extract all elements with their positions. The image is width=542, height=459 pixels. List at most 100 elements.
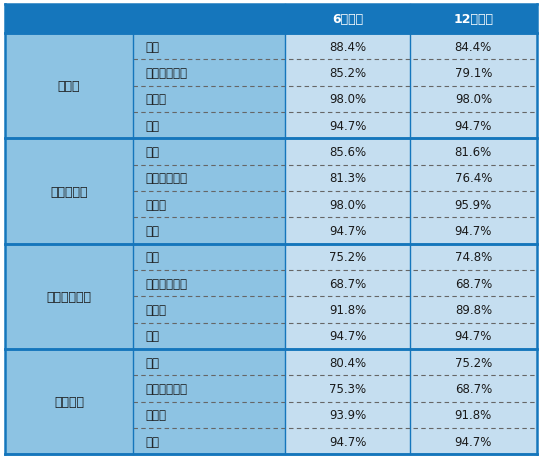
Bar — [5, 349, 133, 454]
Bar — [133, 139, 285, 165]
Bar — [285, 349, 410, 375]
Bar — [133, 244, 285, 270]
Text: 94.7%: 94.7% — [455, 119, 492, 132]
Text: 76.4%: 76.4% — [455, 172, 492, 185]
Text: 98.0%: 98.0% — [455, 93, 492, 106]
Bar — [133, 323, 285, 349]
Text: 81.6%: 81.6% — [455, 146, 492, 159]
Bar — [285, 323, 410, 349]
Bar — [5, 244, 133, 349]
Bar — [285, 244, 410, 270]
Text: 軽症・無症状: 軽症・無症状 — [145, 382, 187, 395]
Text: 75.2%: 75.2% — [329, 251, 366, 264]
Text: 全体: 全体 — [145, 251, 159, 264]
Bar — [410, 165, 537, 191]
Text: 全体: 全体 — [145, 40, 159, 54]
Bar — [410, 323, 537, 349]
Bar — [410, 60, 537, 86]
Bar — [133, 375, 285, 402]
Bar — [5, 5, 537, 34]
Text: 94.7%: 94.7% — [329, 330, 366, 342]
Bar — [285, 139, 410, 165]
Bar — [285, 402, 410, 428]
Bar — [410, 349, 537, 375]
Text: 中等症: 中等症 — [145, 93, 166, 106]
Text: 94.7%: 94.7% — [329, 435, 366, 448]
Text: 91.8%: 91.8% — [329, 303, 366, 316]
Bar — [285, 86, 410, 113]
Text: 74.8%: 74.8% — [455, 251, 492, 264]
Text: 89.8%: 89.8% — [455, 303, 492, 316]
Bar — [5, 139, 133, 244]
Text: 88.4%: 88.4% — [329, 40, 366, 54]
Text: 94.7%: 94.7% — [329, 224, 366, 237]
Bar — [133, 86, 285, 113]
Bar — [133, 191, 285, 218]
Text: 68.7%: 68.7% — [329, 277, 366, 290]
Text: 68.7%: 68.7% — [455, 277, 492, 290]
Text: 軽症・無症状: 軽症・無症状 — [145, 172, 187, 185]
Bar — [410, 270, 537, 297]
Text: 全体: 全体 — [145, 146, 159, 159]
Text: 94.7%: 94.7% — [455, 224, 492, 237]
Text: 英国株: 英国株 — [58, 80, 80, 93]
Bar — [285, 218, 410, 244]
Text: 79.1%: 79.1% — [455, 67, 492, 80]
Bar — [133, 297, 285, 323]
Bar — [410, 34, 537, 60]
Bar — [5, 34, 133, 139]
Bar — [133, 428, 285, 454]
Text: 中等症: 中等症 — [145, 303, 166, 316]
Bar — [410, 297, 537, 323]
Text: 75.3%: 75.3% — [329, 382, 366, 395]
Bar — [410, 218, 537, 244]
Bar — [410, 86, 537, 113]
Text: 93.9%: 93.9% — [329, 409, 366, 421]
Bar — [410, 244, 537, 270]
Bar — [285, 375, 410, 402]
Text: 95.9%: 95.9% — [455, 198, 492, 211]
Text: 94.7%: 94.7% — [455, 435, 492, 448]
Text: 98.0%: 98.0% — [329, 198, 366, 211]
Bar — [285, 270, 410, 297]
Bar — [410, 139, 537, 165]
Bar — [133, 270, 285, 297]
Bar — [410, 375, 537, 402]
Text: 重症: 重症 — [145, 224, 159, 237]
Text: 85.6%: 85.6% — [329, 146, 366, 159]
Bar — [285, 165, 410, 191]
Text: 98.0%: 98.0% — [329, 93, 366, 106]
Bar — [410, 191, 537, 218]
Text: 84.4%: 84.4% — [455, 40, 492, 54]
Text: 68.7%: 68.7% — [455, 382, 492, 395]
Bar — [133, 218, 285, 244]
Bar — [133, 113, 285, 139]
Bar — [133, 402, 285, 428]
Bar — [285, 113, 410, 139]
Bar — [410, 113, 537, 139]
Bar — [285, 60, 410, 86]
Text: 80.4%: 80.4% — [329, 356, 366, 369]
Bar — [133, 349, 285, 375]
Bar — [410, 428, 537, 454]
Text: 94.7%: 94.7% — [455, 330, 492, 342]
Text: 重症: 重症 — [145, 119, 159, 132]
Bar — [133, 60, 285, 86]
Text: 中等症: 中等症 — [145, 198, 166, 211]
Bar — [410, 402, 537, 428]
Text: 91.8%: 91.8% — [455, 409, 492, 421]
Text: 南アフリカ株: 南アフリカ株 — [47, 290, 92, 303]
Bar — [285, 34, 410, 60]
Bar — [285, 428, 410, 454]
Bar — [133, 34, 285, 60]
Bar — [285, 191, 410, 218]
Text: 中等症: 中等症 — [145, 409, 166, 421]
Text: 軽症・無症状: 軽症・無症状 — [145, 67, 187, 80]
Text: 85.2%: 85.2% — [329, 67, 366, 80]
Text: 12カ月後: 12カ月後 — [453, 13, 493, 26]
Text: 6カ月後: 6カ月後 — [332, 13, 363, 26]
Text: ブラジル株: ブラジル株 — [50, 185, 88, 198]
Text: 94.7%: 94.7% — [329, 119, 366, 132]
Text: 重症: 重症 — [145, 435, 159, 448]
Bar — [133, 165, 285, 191]
